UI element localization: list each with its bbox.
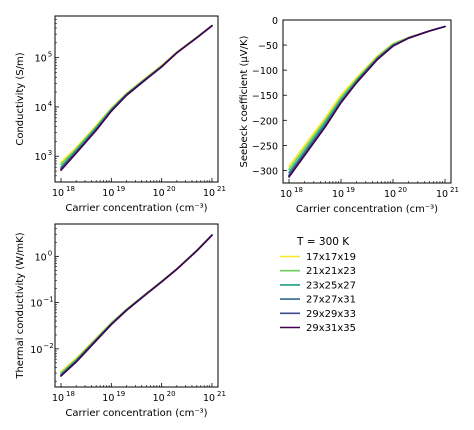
- y-axis-label: Thermal conductivity (W/mK): [15, 232, 26, 379]
- y-tick-label: 10: [30, 299, 42, 310]
- legend-label: 29x31x35: [306, 323, 356, 334]
- y-tick-label: −100: [252, 66, 278, 77]
- y-tick-exponent: 4: [48, 100, 53, 108]
- x-tick-exponent: 21: [450, 186, 459, 194]
- y-tick-label: 10: [35, 252, 47, 263]
- plot-frame: [54, 223, 219, 388]
- x-axis-label: Carrier concentration (cm⁻³): [296, 204, 438, 215]
- y-tick-exponent: −2: [43, 342, 53, 350]
- series-line-29x31x35: [288, 25, 446, 178]
- x-tick-label: 10: [153, 393, 165, 404]
- x-tick-label: 10: [102, 188, 114, 199]
- x-tick-exponent: 20: [167, 390, 176, 398]
- plot-frame: [54, 15, 219, 183]
- x-axis-label: Carrier concentration (cm⁻³): [65, 203, 207, 214]
- y-tick-exponent: −1: [43, 296, 53, 304]
- series-line-29x29x33: [60, 24, 213, 171]
- legend: T = 300 K 17x17x19 21x21x23 23x25x27 27x27x…: [280, 236, 356, 334]
- x-tick-exponent: 18: [66, 390, 75, 398]
- x-axis-label: Carrier concentration (cm⁻³): [65, 408, 207, 419]
- y-tick-exponent: 0: [48, 249, 52, 257]
- x-tick-exponent: 18: [66, 185, 75, 193]
- series-line-21x21x23: [288, 25, 446, 171]
- series-line-27x27x31: [288, 25, 446, 176]
- series-line-29x31x35: [60, 234, 213, 377]
- x-tick-label: 10: [52, 393, 64, 404]
- series-line-27x27x31: [60, 24, 213, 170]
- series-line-29x31x35: [60, 24, 213, 172]
- x-tick-exponent: 19: [346, 186, 355, 194]
- y-tick-label: 10: [35, 152, 47, 163]
- x-tick-label: 10: [384, 189, 396, 200]
- x-tick-label: 10: [153, 188, 165, 199]
- seebeck-panel: 10 18 10 19 10 20 10 210−50−100−150−200−250−300…: [239, 16, 459, 215]
- y-tick-label: −200: [252, 116, 278, 127]
- y-tick-label: 10: [30, 345, 42, 356]
- legend-label: 17x17x19: [306, 252, 356, 263]
- x-tick-exponent: 20: [167, 185, 176, 193]
- legend-label: 29x29x33: [306, 309, 356, 320]
- x-tick-exponent: 18: [294, 186, 303, 194]
- y-tick-label: −150: [252, 91, 278, 102]
- x-tick-label: 10: [203, 188, 215, 199]
- legend-label: 23x25x27: [306, 280, 356, 291]
- x-tick-label: 10: [280, 189, 292, 200]
- plot-frame: [282, 19, 452, 184]
- y-axis-label: Conductivity (S/m): [15, 52, 26, 145]
- x-tick-exponent: 19: [116, 185, 125, 193]
- series-line-29x29x33: [288, 25, 446, 177]
- x-tick-label: 10: [332, 189, 344, 200]
- y-axis-label: Seebeck coefficient (μV/K): [239, 35, 250, 167]
- x-tick-label: 10: [52, 188, 64, 199]
- x-tick-label: 10: [436, 189, 448, 200]
- x-tick-label: 10: [102, 393, 114, 404]
- series-line-23x25x27: [60, 24, 213, 168]
- y-tick-exponent: 5: [48, 51, 52, 59]
- y-tick-label: 0: [272, 16, 278, 27]
- x-tick-exponent: 19: [116, 390, 125, 398]
- legend-label: 21x21x23: [306, 266, 356, 277]
- legend-label: 27x27x31: [306, 295, 356, 306]
- series-line-23x25x27: [288, 25, 446, 174]
- legend-title: T = 300 K: [296, 236, 350, 248]
- x-tick-exponent: 20: [398, 186, 407, 194]
- x-tick-label: 10: [203, 393, 215, 404]
- y-tick-label: −50: [258, 41, 278, 52]
- y-tick-label: −250: [252, 141, 278, 152]
- y-tick-label: −300: [252, 166, 278, 177]
- y-tick-label: 10: [35, 54, 47, 65]
- x-tick-exponent: 21: [217, 390, 226, 398]
- y-tick-exponent: 3: [48, 149, 52, 157]
- y-tick-label: 10: [35, 103, 47, 114]
- x-tick-exponent: 21: [217, 185, 226, 193]
